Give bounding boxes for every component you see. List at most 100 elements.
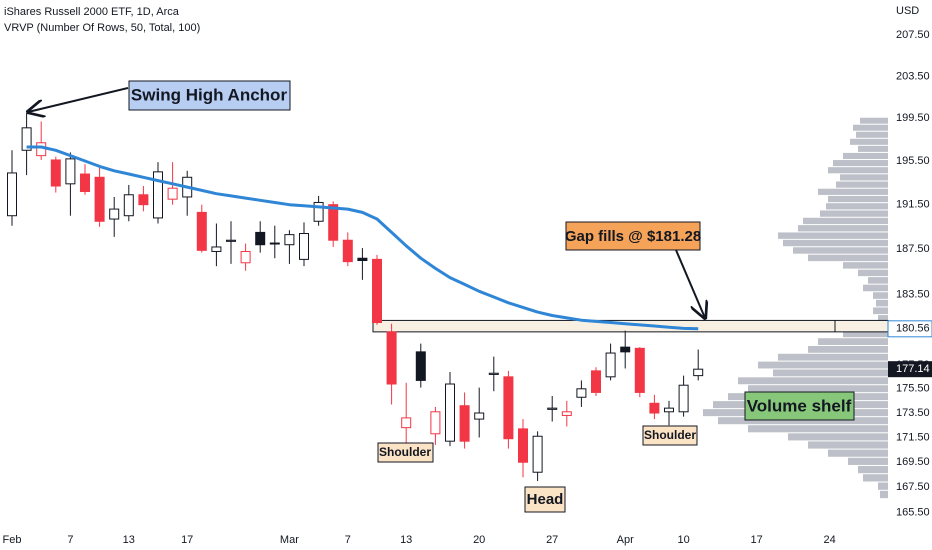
profile-bar xyxy=(873,292,888,299)
y-tick-label: 195.50 xyxy=(896,155,930,167)
price-label: 177.14 xyxy=(896,363,930,375)
candle-body xyxy=(342,239,353,263)
profile-bar xyxy=(858,465,888,474)
candle-body xyxy=(269,242,280,245)
annotation-box xyxy=(377,442,434,463)
annotation-box xyxy=(524,486,566,513)
profile-bar xyxy=(828,449,888,457)
chart-title: iShares Russell 2000 ETF, 1D, Arca xyxy=(4,6,180,18)
profile-bar xyxy=(836,181,888,188)
candle-body xyxy=(649,402,660,414)
profile-bar xyxy=(858,145,888,152)
profile-bar xyxy=(880,490,888,499)
candle-body xyxy=(7,172,17,217)
candle-body xyxy=(123,194,134,217)
y-tick-label: 171.50 xyxy=(896,431,930,443)
profile-bar xyxy=(820,210,888,217)
candle-body xyxy=(240,250,251,264)
x-tick-label: Feb xyxy=(3,534,22,546)
candle-body xyxy=(547,407,558,410)
profile-bar xyxy=(858,269,888,277)
profile-bar xyxy=(718,417,888,425)
candle-body xyxy=(430,411,441,435)
candle-body xyxy=(80,173,90,192)
x-tick-label: 17 xyxy=(181,534,193,546)
profile-bar xyxy=(798,225,888,232)
profile-bar xyxy=(843,262,888,269)
profile-bar xyxy=(808,254,888,262)
candle-body xyxy=(518,428,528,463)
annotation: Gap fills @ $181.28 xyxy=(565,228,701,245)
candle-body xyxy=(664,407,674,413)
candle-body xyxy=(474,412,485,420)
x-tick-label: 10 xyxy=(677,534,689,546)
profile-bar xyxy=(778,353,888,361)
profile-bar xyxy=(748,385,888,393)
candle-body xyxy=(386,331,397,385)
profile-bar xyxy=(778,232,888,239)
candle-body xyxy=(488,372,499,375)
profile-bar xyxy=(833,160,888,167)
price-label-box xyxy=(888,361,932,378)
vwap-line xyxy=(26,145,699,331)
price-label: 180.56 xyxy=(896,323,930,335)
profile-bar xyxy=(850,138,888,145)
annotation: Shoulder xyxy=(644,428,696,442)
profile-bar xyxy=(808,345,888,353)
y-tick-label: 173.50 xyxy=(896,407,930,419)
profile-bar xyxy=(878,482,888,490)
profile-bar xyxy=(828,167,888,174)
profile-bar xyxy=(818,188,888,195)
profile-bar xyxy=(848,457,888,465)
candle-body xyxy=(109,208,120,220)
profile-bar xyxy=(856,131,888,138)
x-tick-label: 7 xyxy=(345,534,351,546)
annotation: Shoulder xyxy=(379,445,431,459)
candle-body xyxy=(445,383,455,442)
candle-body xyxy=(503,376,514,440)
profile-bar xyxy=(876,299,888,307)
x-tick-label: Apr xyxy=(617,534,634,546)
candle-body xyxy=(313,201,324,222)
candle-body xyxy=(561,411,572,416)
axes: 165.50 167.50 169.50 171.50 173.50 175.50 177.… xyxy=(3,29,932,546)
price-label-box xyxy=(887,320,932,338)
y-tick-label: 169.50 xyxy=(896,456,930,468)
candle-body xyxy=(576,388,587,398)
candle-body xyxy=(415,351,426,381)
annotation-box xyxy=(128,80,291,111)
candle-body xyxy=(372,258,382,324)
candle-body xyxy=(459,405,470,442)
profile-bar xyxy=(788,433,888,441)
profile-bar xyxy=(828,195,888,203)
candle-body xyxy=(21,127,32,151)
candle-body xyxy=(211,246,222,252)
y-tick-label: 203.50 xyxy=(896,70,930,82)
candle-body xyxy=(620,346,631,353)
profile-bar xyxy=(863,474,888,482)
candle-body xyxy=(138,194,149,206)
candle-body xyxy=(196,211,207,251)
candle-body xyxy=(153,171,163,219)
profile-bar xyxy=(843,330,888,338)
profile-bar xyxy=(748,425,888,433)
lines xyxy=(26,145,699,331)
x-tick-label: 13 xyxy=(400,534,412,546)
profile-bar xyxy=(783,239,888,247)
profile-bar xyxy=(808,441,888,449)
candle-body xyxy=(678,384,689,413)
y-tick-label: 187.50 xyxy=(896,243,930,255)
profile-bar xyxy=(738,377,888,385)
annotation-box xyxy=(565,221,701,251)
y-tick-label: 175.50 xyxy=(896,383,930,395)
candle-body xyxy=(591,370,601,393)
x-tick-label: 7 xyxy=(67,534,73,546)
x-tick-label: 17 xyxy=(750,534,762,546)
x-tick-label: 24 xyxy=(823,534,835,546)
x-tick-label: 27 xyxy=(546,534,558,546)
profile-bar xyxy=(793,247,888,254)
candle-body xyxy=(328,204,339,241)
candle-body xyxy=(299,233,309,260)
y-tick-label: 191.50 xyxy=(896,199,930,211)
